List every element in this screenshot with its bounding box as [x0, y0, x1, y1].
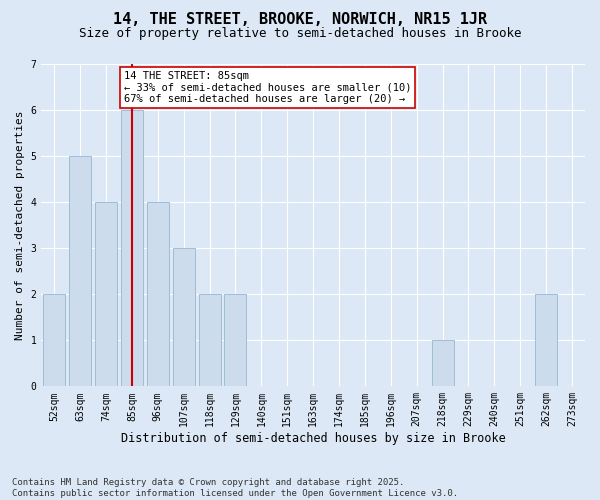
Text: 14, THE STREET, BROOKE, NORWICH, NR15 1JR: 14, THE STREET, BROOKE, NORWICH, NR15 1J…: [113, 12, 487, 28]
Bar: [147, 202, 169, 386]
Bar: [95, 202, 117, 386]
Y-axis label: Number of semi-detached properties: Number of semi-detached properties: [15, 110, 25, 340]
Bar: [535, 294, 557, 386]
X-axis label: Distribution of semi-detached houses by size in Brooke: Distribution of semi-detached houses by …: [121, 432, 506, 445]
Bar: [199, 294, 221, 386]
Bar: [121, 110, 143, 386]
Bar: [43, 294, 65, 386]
Bar: [224, 294, 247, 386]
Bar: [69, 156, 91, 386]
Text: 14 THE STREET: 85sqm
← 33% of semi-detached houses are smaller (10)
67% of semi-: 14 THE STREET: 85sqm ← 33% of semi-detac…: [124, 71, 412, 104]
Bar: [173, 248, 194, 386]
Text: Contains HM Land Registry data © Crown copyright and database right 2025.
Contai: Contains HM Land Registry data © Crown c…: [12, 478, 458, 498]
Bar: [431, 340, 454, 386]
Text: Size of property relative to semi-detached houses in Brooke: Size of property relative to semi-detach…: [79, 28, 521, 40]
